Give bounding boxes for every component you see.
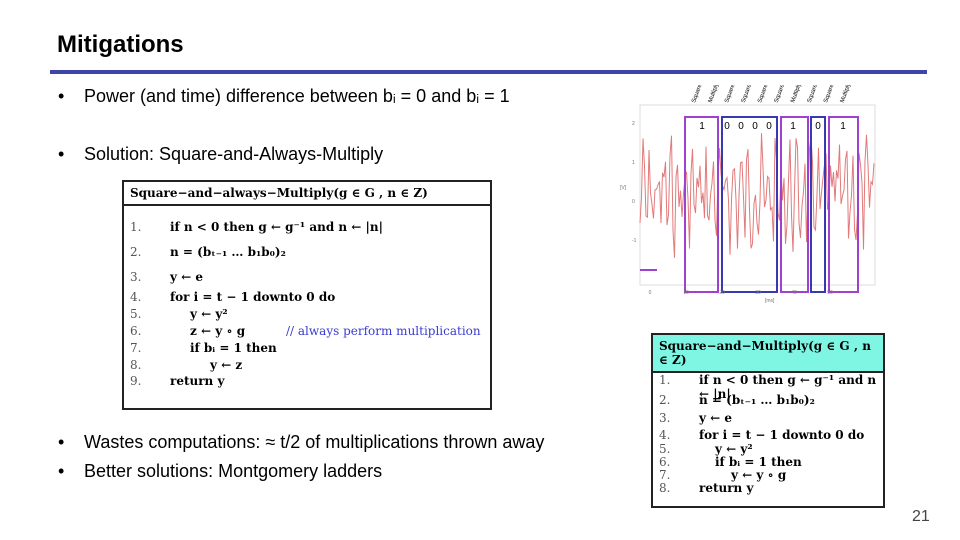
op-label: Square: [691, 85, 703, 104]
segment-box: [684, 116, 719, 293]
line-number: 8.: [130, 358, 142, 372]
line-text: if n < 0 then g ← g⁻¹ and n ← |n|: [699, 373, 877, 401]
op-label: Multiply: [708, 85, 721, 104]
line-number: 3.: [130, 270, 142, 284]
line-text: for i = t − 1 downto 0 do: [699, 428, 865, 442]
bit-label: 0: [766, 121, 772, 132]
line-number: 7.: [659, 468, 671, 482]
line-text: if bᵢ = 1 then: [715, 455, 802, 469]
y-axis-label: [V]: [620, 185, 627, 191]
bit-label: 0: [724, 121, 730, 132]
line-number: 3.: [659, 411, 671, 425]
line-text: n = (bₜ₋₁ … b₁b₀)₂: [699, 393, 815, 407]
power-trace: Square Multiply Square Square Square Square Mu…: [620, 85, 876, 304]
line-number: 1.: [659, 373, 671, 387]
bullet-text: Wastes computations: ≈ t/2 of multiplica…: [84, 432, 545, 452]
line-text: return y: [170, 374, 225, 388]
op-label: Multiply: [790, 85, 803, 104]
x-tick-label: 20: [719, 290, 725, 296]
x-tick-label: 30: [755, 290, 761, 296]
bit-label: 1: [699, 121, 705, 132]
algorithm-box: Square−and−always−Multiply(g ∈ G , n ∈ Z…: [122, 180, 492, 410]
y-tick-label: -1: [632, 238, 637, 244]
bit-label: 1: [790, 121, 796, 132]
line-text: y ← z: [210, 358, 243, 372]
bit-label: 1: [840, 121, 846, 132]
line-text: for i = t − 1 downto 0 do: [170, 290, 336, 304]
line-text: z ← y ∘ g: [190, 324, 246, 338]
bullet-text: Power (and time) difference between bᵢ =…: [84, 86, 510, 106]
line-number: 4.: [659, 428, 671, 442]
line-text: y ← y²: [715, 442, 753, 456]
line-number: 4.: [130, 290, 142, 304]
line-text: if n < 0 then g ← g⁻¹ and n ← |n|: [170, 220, 383, 234]
bit-label: 0: [752, 121, 758, 132]
y-tick-label: 2: [632, 121, 635, 127]
op-label: Square: [724, 85, 736, 104]
bullet-dot: •: [58, 144, 65, 164]
line-number: 6.: [659, 455, 671, 469]
x-tick-label: 40: [791, 290, 797, 296]
bullet-dot: •: [58, 432, 65, 452]
segment-box: [828, 116, 859, 293]
segment-box: [810, 116, 826, 293]
segment-box: [721, 116, 778, 293]
bullet-dot: •: [58, 461, 65, 481]
line-number: 2.: [659, 393, 671, 407]
op-label: Square: [757, 85, 769, 104]
line-text: n = (bₜ₋₁ … b₁b₀)₂: [170, 245, 286, 259]
plot-frame: [639, 104, 876, 286]
op-label: Square: [741, 85, 753, 104]
line-number: 8.: [659, 481, 671, 495]
y-tick-label: 1: [632, 160, 635, 166]
algorithm-header: Square−and−always−Multiply(g ∈ G , n ∈ Z…: [124, 182, 490, 206]
algorithm-header: Square−and−Multiply(g ∈ G , n ∈ Z): [653, 335, 883, 373]
line-text: y ← e: [699, 411, 733, 425]
line-text: return y: [699, 481, 754, 495]
comment: // always perform multiplication: [286, 324, 481, 338]
bullet-dot: •: [58, 86, 65, 106]
title-rule: [50, 70, 927, 74]
line-text: y ← y ∘ g: [731, 468, 787, 482]
x-tick-label: 50: [827, 290, 833, 296]
bullet-text: Solution: Square-and-Always-Multiply: [84, 144, 384, 164]
line-number: 6.: [130, 324, 142, 338]
bullet-text: Better solutions: Montgomery ladders: [84, 461, 383, 481]
x-tick-label: 0: [649, 290, 652, 296]
line-text: y ← e: [170, 270, 204, 284]
algorithm-box: Square−and−Multiply(g ∈ G , n ∈ Z) 1. if …: [651, 333, 885, 508]
op-label: Square: [774, 85, 786, 104]
x-axis-label: [ms]: [765, 298, 775, 304]
line-text: y ← y²: [190, 307, 228, 321]
x-tick-label: 10: [683, 290, 689, 296]
line-number: 1.: [130, 220, 142, 234]
line-number: 7.: [130, 341, 142, 355]
line-text: if bᵢ = 1 then: [190, 341, 277, 355]
line-number: 5.: [130, 307, 142, 321]
line-number: 9.: [130, 374, 142, 388]
op-label: Square: [807, 85, 819, 104]
segment-box: [780, 116, 809, 293]
bit-label: 0: [815, 121, 821, 132]
bit-label: 0: [738, 121, 744, 132]
page-number: 21: [912, 508, 930, 525]
y-tick-label: 0: [632, 199, 635, 205]
trace-line: [639, 133, 875, 258]
op-label: Square: [823, 85, 835, 104]
title: Mitigations: [57, 31, 184, 58]
line-number: 2.: [130, 245, 142, 259]
line-number: 5.: [659, 442, 671, 456]
op-label: Multiply: [840, 85, 853, 104]
